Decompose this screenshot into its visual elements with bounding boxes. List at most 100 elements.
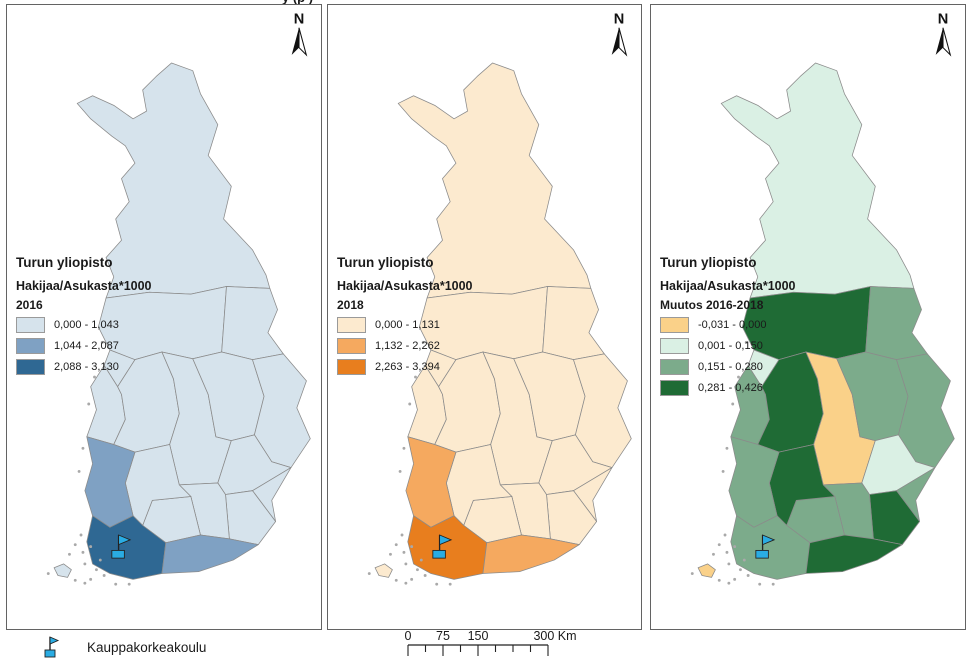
north-arrow-icon: N bbox=[935, 12, 952, 57]
kauppakorkeakoulu-flag-marker bbox=[432, 534, 453, 559]
legend-class-row: 2,263 - 3,394 bbox=[337, 359, 552, 375]
clipped-title-text: y (p ) bbox=[282, 0, 522, 5]
legend-2016: Turun yliopisto Hakijaa/Asukasta*1000 20… bbox=[16, 255, 231, 380]
island-speckle bbox=[712, 552, 715, 556]
island-speckle bbox=[410, 577, 414, 581]
finland-choropleth bbox=[46, 62, 311, 586]
island-speckle bbox=[394, 543, 398, 547]
legend-period: 2018 bbox=[337, 298, 364, 312]
island-speckle bbox=[87, 402, 91, 406]
island-speckle bbox=[79, 533, 83, 537]
map-panel-2018: N Turun yliopisto Hakijaa/Asukasta*1000 … bbox=[327, 4, 642, 630]
island-speckle bbox=[738, 568, 742, 572]
region-pohjois_karjala bbox=[896, 353, 955, 468]
legend-swatch bbox=[16, 359, 45, 375]
island-speckle bbox=[758, 582, 762, 586]
island-speckle bbox=[73, 578, 77, 582]
legend-class-row: 1,132 - 2,262 bbox=[337, 338, 552, 354]
north-label: N bbox=[294, 12, 305, 28]
island-speckle bbox=[717, 578, 721, 582]
island-speckle bbox=[690, 572, 694, 575]
clipped-title-fragment: y (p ) bbox=[282, 0, 522, 5]
scale-label-150: 150 bbox=[467, 629, 489, 643]
finland-map-muutos bbox=[673, 55, 962, 600]
legend-class-label: 1,132 - 2,262 bbox=[375, 340, 440, 352]
legend-swatch bbox=[337, 359, 366, 375]
scale-label-300: 300 Km bbox=[533, 629, 577, 643]
legend-swatch bbox=[337, 317, 366, 333]
legend-class-label: 0,281 - 0,426 bbox=[698, 382, 763, 394]
finland-map-2018 bbox=[350, 55, 639, 600]
island-speckle bbox=[68, 552, 71, 556]
finland-choropleth bbox=[690, 62, 955, 586]
legend-class-row: 0,281 - 0,426 bbox=[660, 380, 875, 396]
island-speckle bbox=[408, 402, 412, 406]
island-speckle bbox=[771, 582, 775, 586]
island-speckle bbox=[727, 581, 731, 585]
scale-label-75: 75 bbox=[436, 629, 450, 643]
legend-2018: Turun yliopisto Hakijaa/Asukasta*1000 20… bbox=[337, 255, 552, 380]
island-speckle bbox=[746, 574, 750, 577]
legend-subtitle: Hakijaa/Asukasta*1000 bbox=[660, 279, 796, 293]
island-speckle bbox=[725, 446, 729, 450]
legend-class-row: 0,151 - 0,280 bbox=[660, 359, 875, 375]
island-speckle bbox=[423, 574, 427, 577]
region-lappi bbox=[397, 62, 592, 299]
island-speckle bbox=[83, 562, 87, 566]
legend-class-row: 0,001 - 0,150 bbox=[660, 338, 875, 354]
island-speckle bbox=[402, 550, 406, 554]
region-ahvenanmaa bbox=[53, 563, 72, 578]
legend-class-list: 0,000 - 1,043 1,044 - 2,087 2,088 - 3,130 bbox=[16, 317, 231, 375]
legend-class-label: 2,088 - 3,130 bbox=[54, 361, 119, 373]
island-speckle bbox=[731, 402, 735, 406]
island-speckle bbox=[414, 375, 417, 379]
legend-class-label: -0,031 - 0,000 bbox=[698, 319, 767, 331]
legend-swatch bbox=[16, 317, 45, 333]
island-speckle bbox=[398, 469, 402, 473]
island-speckle bbox=[725, 550, 729, 554]
island-speckle bbox=[389, 552, 392, 556]
island-speckle bbox=[100, 340, 104, 344]
legend-class-list: -0,031 - 0,000 0,001 - 0,150 0,151 - 0,280… bbox=[660, 317, 875, 396]
region-ahvenanmaa bbox=[374, 563, 393, 578]
legend-swatch bbox=[660, 317, 689, 333]
legend-class-label: 0,151 - 0,280 bbox=[698, 361, 763, 373]
island-speckle bbox=[435, 582, 439, 586]
legend-swatch bbox=[16, 338, 45, 354]
legend-muutos: Turun yliopisto Hakijaa/Asukasta*1000 Mu… bbox=[660, 255, 875, 401]
kauppakorkeakoulu-flag-marker bbox=[111, 534, 132, 559]
scale-bar-labels: 0 75 150 300 Km bbox=[392, 629, 607, 643]
island-speckle bbox=[98, 558, 102, 562]
legend-class-label: 0,000 - 1,131 bbox=[375, 319, 440, 331]
island-speckle bbox=[367, 572, 371, 575]
island-speckle bbox=[94, 568, 98, 572]
island-speckle bbox=[93, 375, 96, 379]
point-legend-label: Kauppakorkeakoulu bbox=[87, 639, 207, 655]
map-panel-2016: N Turun yliopisto Hakijaa/Asukasta*1000 … bbox=[6, 4, 322, 630]
finland-map-2016 bbox=[29, 55, 318, 600]
legend-class-label: 1,044 - 2,087 bbox=[54, 340, 119, 352]
island-speckle bbox=[742, 558, 746, 562]
island-speckle bbox=[402, 446, 406, 450]
scale-bar-ticks bbox=[407, 644, 549, 656]
region-uusimaa bbox=[482, 534, 580, 574]
island-speckle bbox=[114, 582, 118, 586]
island-speckle bbox=[744, 340, 748, 344]
legend-title: Turun yliopisto bbox=[16, 255, 113, 270]
legend-class-row: -0,031 - 0,000 bbox=[660, 317, 875, 333]
legend-swatch bbox=[660, 338, 689, 354]
island-speckle bbox=[89, 545, 93, 549]
island-speckle bbox=[723, 533, 727, 537]
island-speckle bbox=[404, 581, 408, 585]
legend-class-label: 0,000 - 1,043 bbox=[54, 319, 119, 331]
north-arrow-icon: N bbox=[611, 12, 628, 57]
island-speckle bbox=[733, 545, 737, 549]
island-speckle bbox=[415, 568, 419, 572]
region-lappi bbox=[720, 62, 915, 299]
island-speckle bbox=[77, 469, 81, 473]
island-speckle bbox=[419, 558, 423, 562]
island-speckle bbox=[448, 582, 452, 586]
island-speckle bbox=[89, 577, 93, 581]
island-speckle bbox=[404, 562, 408, 566]
